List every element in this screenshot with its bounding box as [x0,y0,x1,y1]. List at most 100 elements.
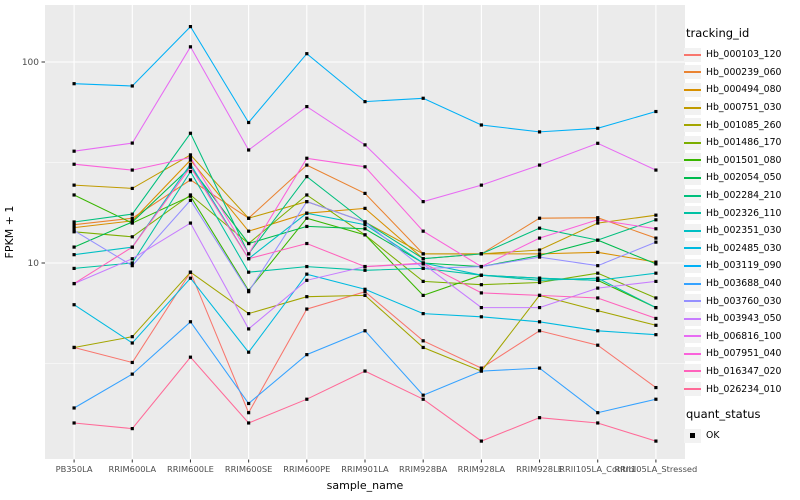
legend-title-tracking-id: tracking_id [686,26,750,40]
x-tick-label: RRIM600SE [225,464,272,474]
data-point-marker [188,178,193,182]
series-color-line [684,264,701,267]
data-point-marker [305,156,309,160]
legend-entry-Hb_002485_030: Hb_002485_030 [684,240,798,258]
data-point-marker [363,100,367,104]
data-point-marker [537,320,542,324]
legend-key-line-icon [684,258,701,273]
legend-key-line-icon [684,153,701,168]
legend-entry-label: Hb_026234_010 [706,383,782,395]
data-point-marker [305,224,309,229]
legend-entry-Hb_003760_030: Hb_003760_030 [684,292,798,310]
legend-key-line-icon [684,118,701,133]
data-point-marker [130,360,134,365]
legend-entry-Hb_000103_120: Hb_000103_120 [684,46,798,64]
data-point-marker [247,270,251,274]
data-point-marker [654,218,658,222]
x-tick-label: RRII105LA_Stressed [615,464,698,474]
legend-entry-label: Hb_006816_100 [706,330,782,342]
data-point-marker [596,271,600,275]
data-point-marker [72,303,76,307]
legend-key-line-icon [684,100,701,115]
series-color-line [684,53,701,56]
data-point-marker [188,198,193,202]
data-point-marker [654,227,658,231]
legend-key-line-icon [684,241,701,256]
series-color-line [684,71,701,74]
legend-key-line-icon [684,329,701,344]
data-point-marker [188,25,193,29]
legend-entry-label: Hb_002351_030 [706,225,782,237]
data-point-marker [654,236,658,240]
data-point-marker [305,278,309,282]
data-point-marker [479,183,483,187]
data-point-marker [188,194,193,198]
data-point-marker [654,385,658,390]
data-point-marker [188,169,193,174]
data-point-marker [654,168,658,172]
data-point-marker [596,411,600,415]
data-point-marker [479,291,483,295]
legend-entry-label: Hb_002284_210 [706,190,782,202]
data-point-marker [247,216,251,220]
legend-entry-label: Hb_000751_030 [706,102,782,114]
legend-entry-label: Hb_007951_040 [706,348,782,360]
data-point-marker [188,355,193,359]
data-point-marker [130,84,134,88]
data-point-marker [479,264,483,269]
data-point-marker [479,439,483,443]
legend-key-line-icon [684,382,701,397]
data-point-marker [72,226,76,230]
data-point-marker [363,223,367,227]
data-point-marker [305,353,309,357]
data-point-marker [537,248,542,252]
legend-key-line-icon [684,65,701,80]
ok-marker-key [684,428,701,443]
series-color-line [684,176,701,179]
data-point-marker [72,183,76,187]
x-tick-label: RRIM600PE [283,464,330,474]
legend-key-line-icon [684,135,701,150]
legend-entry-Hb_002054_050: Hb_002054_050 [684,169,798,187]
data-point-marker [130,261,134,265]
black-square-marker-icon [690,433,695,439]
data-point-marker [421,293,425,297]
data-point-marker [596,126,600,130]
legend-key-line-icon [684,188,701,203]
series-color-line [684,194,701,197]
legend-quant-status: quant_status OK [684,407,798,445]
data-point-marker [596,238,600,242]
data-point-marker [188,155,193,160]
data-point-marker [479,252,483,256]
legend-entry-Hb_001501_080: Hb_001501_080 [684,152,798,170]
data-point-marker [421,266,425,271]
data-point-marker [537,305,542,310]
x-tick-label: PB350LA [56,464,93,474]
data-point-marker [130,186,134,191]
data-point-marker [363,220,367,224]
data-point-marker [363,233,367,237]
data-point-marker [596,276,600,280]
data-point-marker [188,276,193,280]
x-axis-title: sample_name [327,479,404,492]
data-point-marker [596,296,600,300]
data-point-marker [305,264,309,269]
data-point-marker [363,290,367,294]
data-point-marker [305,193,309,197]
data-point-marker [479,305,483,310]
data-point-marker [72,223,76,227]
data-point-marker [596,329,600,333]
data-point-marker [247,421,251,425]
data-point-marker [537,226,542,230]
data-point-marker [247,257,251,261]
data-point-marker [305,307,309,311]
data-point-marker [421,96,425,100]
x-tick-label: RRIM928LA [458,464,506,474]
data-point-marker [72,345,76,350]
legend-entries: Hb_000103_120 Hb_000239_060 Hb_000494_080 H… [684,46,798,398]
data-point-marker [130,335,134,339]
data-point-marker [130,235,134,239]
data-point-marker [188,270,193,274]
data-point-marker [188,162,193,166]
